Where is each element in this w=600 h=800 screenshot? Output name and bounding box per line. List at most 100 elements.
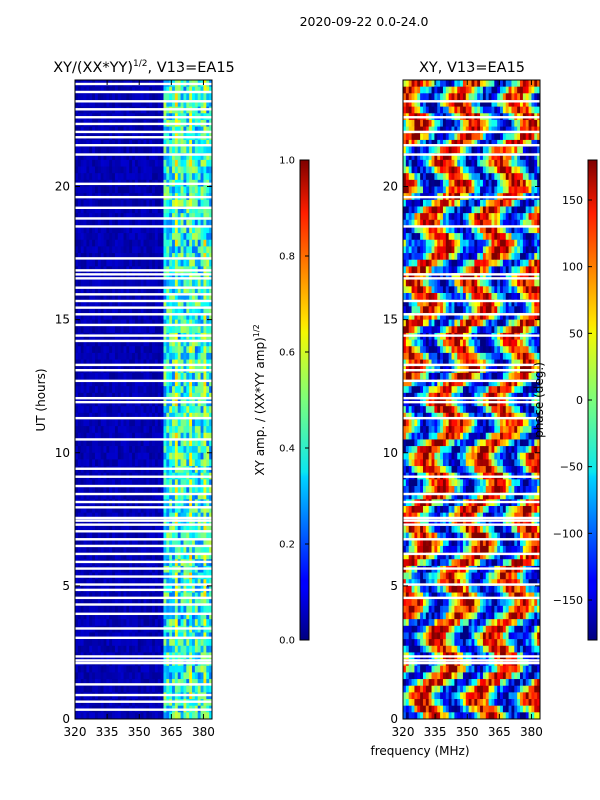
heatmap-cell	[186, 372, 190, 380]
heatmap-cell	[129, 146, 133, 154]
heatmap-cell	[89, 645, 93, 653]
heatmap-cell	[160, 645, 164, 653]
heatmap-cell	[203, 233, 207, 241]
heatmap-cell	[149, 665, 153, 673]
heatmap-cell	[203, 219, 207, 227]
heatmap-cell	[194, 279, 199, 287]
heatmap-cell	[209, 326, 212, 334]
heatmap-cell	[169, 479, 173, 487]
heatmap-cell	[414, 80, 418, 88]
heatmap-cell	[177, 645, 181, 653]
heatmap-cell	[86, 512, 90, 520]
heatmap-cell	[86, 306, 90, 314]
heatmap-cell	[75, 233, 79, 241]
heatmap-cell	[152, 359, 156, 367]
heatmap-cell	[80, 99, 84, 108]
heatmap-cell	[123, 246, 127, 254]
heatmap-cell	[92, 552, 96, 560]
heatmap-cell	[149, 253, 153, 261]
heatmap-cell	[169, 279, 173, 287]
heatmap-cell	[209, 439, 212, 447]
heatmap-cell	[126, 246, 130, 254]
heatmap-cell	[117, 166, 122, 174]
heatmap-cell	[194, 446, 199, 454]
heatmap-cell	[75, 419, 79, 427]
heatmap-cell	[194, 339, 199, 347]
heatmap-cell	[94, 86, 99, 94]
heatmap-cell	[166, 199, 170, 207]
heatmap-cell	[89, 293, 93, 301]
heatmap-cell	[189, 532, 193, 540]
heatmap-cell	[194, 492, 199, 500]
heatmap-cell	[209, 419, 212, 427]
heatmap-cell	[132, 206, 136, 214]
heatmap-cell	[169, 173, 173, 181]
heatmap-cell	[157, 173, 162, 181]
heatmap-cell	[172, 326, 176, 334]
heatmap-cell	[149, 372, 153, 380]
heatmap-cell	[434, 106, 438, 114]
heatmap-cell	[129, 226, 133, 234]
heatmap-cell	[109, 246, 113, 254]
heatmap-cell	[525, 80, 529, 88]
x-tick-label: 335	[96, 725, 119, 739]
heatmap-cell	[129, 159, 133, 167]
heatmap-cell	[92, 612, 96, 620]
heatmap-cell	[189, 99, 193, 108]
heatmap-cell	[100, 419, 104, 427]
heatmap-cell	[403, 99, 407, 108]
heatmap-cell	[77, 639, 82, 647]
heatmap-cell	[83, 432, 87, 440]
amplitude-panel: XY/(XX*YY)1/2, V13=EA15 320 335 350 365 3800…	[34, 59, 235, 739]
heatmap-cell	[109, 86, 113, 94]
heatmap-cell	[75, 406, 79, 414]
heatmap-cell	[137, 512, 142, 520]
heatmap-cell	[123, 93, 127, 101]
heatmap-cell	[100, 459, 104, 467]
flagged-row	[75, 416, 212, 420]
heatmap-cell	[457, 86, 461, 94]
heatmap-cell	[174, 492, 179, 500]
heatmap-cell	[140, 605, 144, 613]
heatmap-cell	[94, 126, 99, 134]
heatmap-cell	[86, 645, 90, 653]
heatmap-cell	[134, 93, 139, 101]
flagged-row	[75, 369, 212, 372]
heatmap-cell	[126, 665, 130, 673]
heatmap-cell	[197, 372, 201, 380]
heatmap-cell	[206, 239, 210, 247]
heatmap-cell	[174, 352, 179, 360]
heatmap-cell	[100, 153, 104, 161]
heatmap-cell	[132, 372, 136, 380]
heatmap-cell	[172, 412, 176, 420]
heatmap-cell	[137, 632, 142, 640]
heatmap-cell	[177, 712, 181, 719]
heatmap-cell	[183, 592, 187, 600]
heatmap-cell	[89, 599, 93, 607]
heatmap-cell	[206, 645, 210, 653]
heatmap-cell	[75, 605, 79, 613]
heatmap-cell	[197, 519, 201, 527]
heatmap-cell	[200, 186, 204, 194]
heatmap-cell	[89, 406, 93, 414]
heatmap-cell	[126, 519, 130, 527]
heatmap-cell	[505, 99, 509, 108]
heatmap-cell	[126, 279, 130, 287]
heatmap-cell	[94, 685, 99, 693]
heatmap-cell	[203, 253, 207, 261]
heatmap-cell	[100, 86, 104, 94]
heatmap-cell	[123, 146, 127, 154]
heatmap-cell	[117, 685, 122, 693]
heatmap-cell	[157, 226, 162, 234]
heatmap-cell	[203, 525, 207, 534]
heatmap-cell	[189, 159, 193, 167]
heatmap-cell	[143, 419, 147, 427]
heatmap-cell	[94, 446, 99, 454]
heatmap-cell	[152, 506, 156, 514]
heatmap-cell	[477, 106, 481, 114]
heatmap-cell	[194, 632, 199, 640]
heatmap-cell	[172, 159, 176, 167]
heatmap-cell	[114, 539, 119, 547]
heatmap-cell	[106, 379, 110, 387]
heatmap-cell	[83, 359, 87, 367]
